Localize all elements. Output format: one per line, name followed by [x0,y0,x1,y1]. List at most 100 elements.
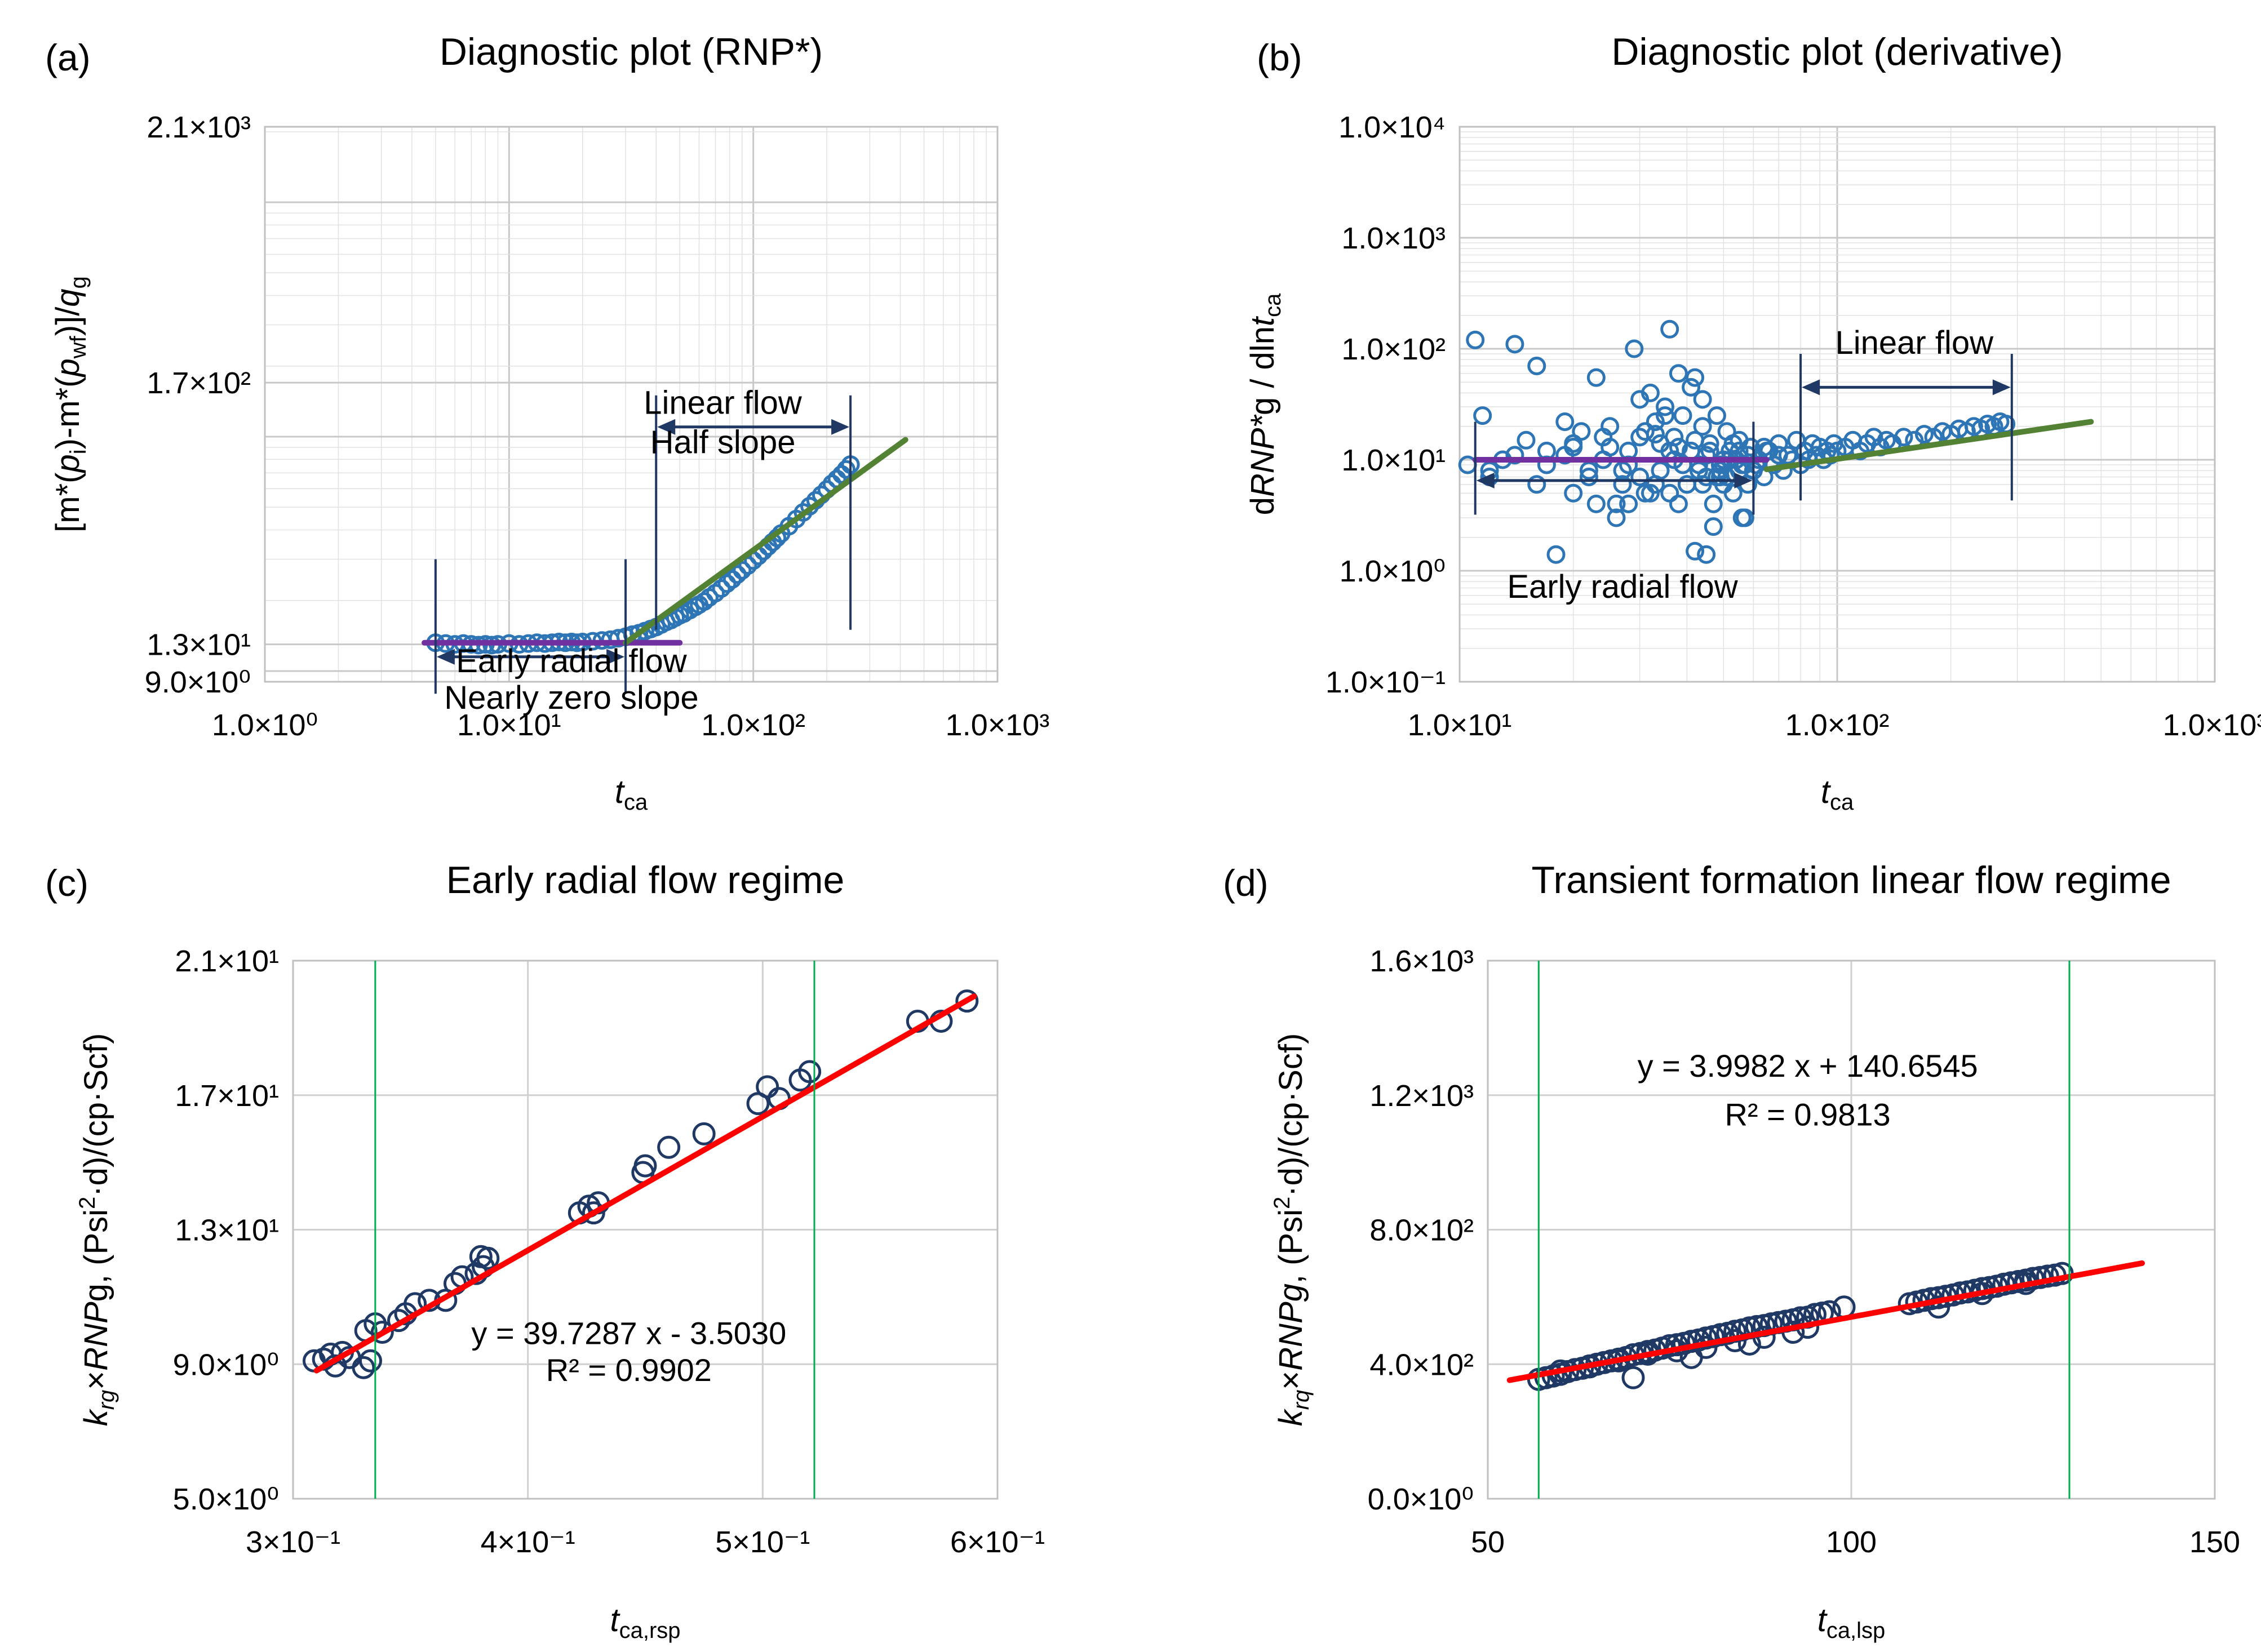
range-arrow [655,395,852,630]
data-point [1697,446,1716,465]
y-axis-label: krg×RNPg, (Psi2·d)/(cp·Scf) [75,1033,119,1427]
data-point [1894,428,1913,447]
data-point [1686,368,1705,387]
arrow-head [1734,472,1753,489]
x-tick-label: 100 [1826,1525,1877,1559]
panel-d: 50 100 150 0.0×10⁰ 4.0×10² 8.0×10² 1.2×10³ 1.6×… [1223,859,2240,1643]
data-point [722,570,742,589]
data-point [1601,417,1620,436]
y-axis-label: dRNP*g / dlntca [1244,293,1285,515]
x-tick-label: 1.0×10² [701,708,805,742]
y-tick-label: 1.2×10³ [1369,1079,1474,1113]
x-tick-label: 1.0×10³ [946,708,1050,742]
data-point [1625,339,1644,358]
data-point [1621,1366,1645,1389]
data-point [1586,368,1606,387]
y-tick-label: 8.0×10² [1369,1214,1474,1247]
trend-line [1763,419,2094,472]
data-point [1778,446,1797,465]
chart-title: Diagnostic plot (derivative) [1611,30,2063,73]
x-tick-label: 4×10⁻¹ [481,1525,575,1559]
data-point [798,1060,822,1083]
plot-area-border [1458,126,2216,683]
panel-a: 1.0×10⁰ 1.0×10¹ 1.0×10² 1.0×10³ 9.0×10⁰1.3×1… [45,30,1049,815]
data-point [712,579,731,598]
data-point [1572,422,1591,441]
x-axis-label: tca [615,774,648,815]
x-tick-label: 3×10⁻¹ [246,1525,340,1559]
data-point [717,574,737,593]
data-point [1669,364,1688,383]
data-point [1704,517,1723,536]
data-point [1564,438,1583,457]
arrow-head [606,649,625,665]
data-point [1579,468,1598,487]
y-tick-label: 1.0×10⁰ [1340,554,1446,588]
x-axis-label: tca,lsp [1817,1602,1886,1643]
data-point [633,1154,657,1178]
data-point [1682,378,1701,397]
data-point [370,1321,394,1344]
data-point [1927,1295,1950,1319]
data-point [1546,545,1566,564]
y-tick-label: 4.0×10² [1369,1348,1474,1382]
data-point [1517,430,1536,450]
data-point [1505,335,1524,354]
data-point [1769,446,1788,465]
data-point [1527,357,1546,376]
data-point [1656,406,1675,425]
panel-label: (d) [1223,862,1269,904]
regression-equation: y = 3.9982 x + 140.6545 [1638,1048,1978,1083]
range-arrow [1474,421,1755,515]
data-point [1669,494,1688,513]
data-point [352,1356,375,1379]
arrow-head [657,419,676,435]
regression-line [1506,1260,2145,1383]
y-tick-label: 1.0×10³ [1341,221,1446,255]
plot-area-border [264,126,999,683]
x-tick-label: 1.0×10⁰ [212,708,318,742]
data-point [1697,545,1716,564]
y-tick-label: 5.0×10⁰ [173,1482,279,1516]
data-point [1646,425,1665,444]
y-tick-label: 1.0×10² [1341,332,1446,366]
annotation-label: Nearly zero slope [444,680,698,716]
x-axis-label: tca,rsp [610,1602,680,1643]
data-point [1646,412,1665,432]
panel-c: 3×10⁻¹ 4×10⁻¹ 5×10⁻¹ 6×10⁻¹ 5.0×10⁰ 9.0×10⁰ 1.… [45,859,1045,1643]
x-tick-label: 6×10⁻¹ [950,1525,1045,1559]
y-tick-label: 1.6×10³ [1369,944,1474,978]
annotation-label: Early radial flow [1507,569,1738,605]
chart-title: Transient formation linear flow regime [1531,859,2171,902]
data-point [1527,475,1546,494]
data-point [1579,461,1598,480]
data-point [1613,461,1632,480]
data-point [1641,383,1660,402]
data-point [476,1246,500,1270]
data-point [1669,438,1688,457]
x-tick-label: 1.0×10¹ [1408,708,1512,742]
data-point [1693,475,1712,494]
panel-label: (b) [1257,37,1302,78]
range-arrow [434,559,627,694]
y-tick-label: 1.7×10¹ [175,1079,279,1113]
data-point [1693,417,1712,436]
x-tick-label: 1.0×10¹ [457,708,561,742]
y-tick-label: 2.1×10³ [147,110,251,144]
data-point [1607,494,1626,513]
data-point [1466,330,1485,349]
x-tick-label: 5×10⁻¹ [715,1525,810,1559]
data-point [1656,397,1675,416]
panel-label: (c) [45,862,88,904]
annotation-label: Linear flow [1836,325,1994,361]
data-point [1586,494,1606,513]
y-tick-label: 2.1×10¹ [175,944,279,978]
r-squared-label: R² = 0.9902 [546,1352,712,1388]
data-point [1613,475,1632,494]
trend-line [623,437,908,646]
data-point [1630,468,1650,487]
panel-b: 1.0×10¹ 1.0×10² 1.0×10³ 1.0×10⁻¹ 1.0×10⁰ 1.0×… [1244,30,2261,815]
plot-area-border [1487,960,2216,1500]
data-point [1619,494,1638,513]
range-arrow [1799,354,2013,501]
